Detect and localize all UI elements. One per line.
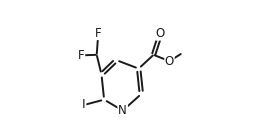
Text: F: F [95, 26, 102, 39]
Text: F: F [78, 49, 85, 62]
Text: N: N [118, 104, 127, 117]
Text: O: O [156, 27, 165, 40]
Text: O: O [165, 55, 174, 68]
Text: I: I [82, 99, 86, 112]
